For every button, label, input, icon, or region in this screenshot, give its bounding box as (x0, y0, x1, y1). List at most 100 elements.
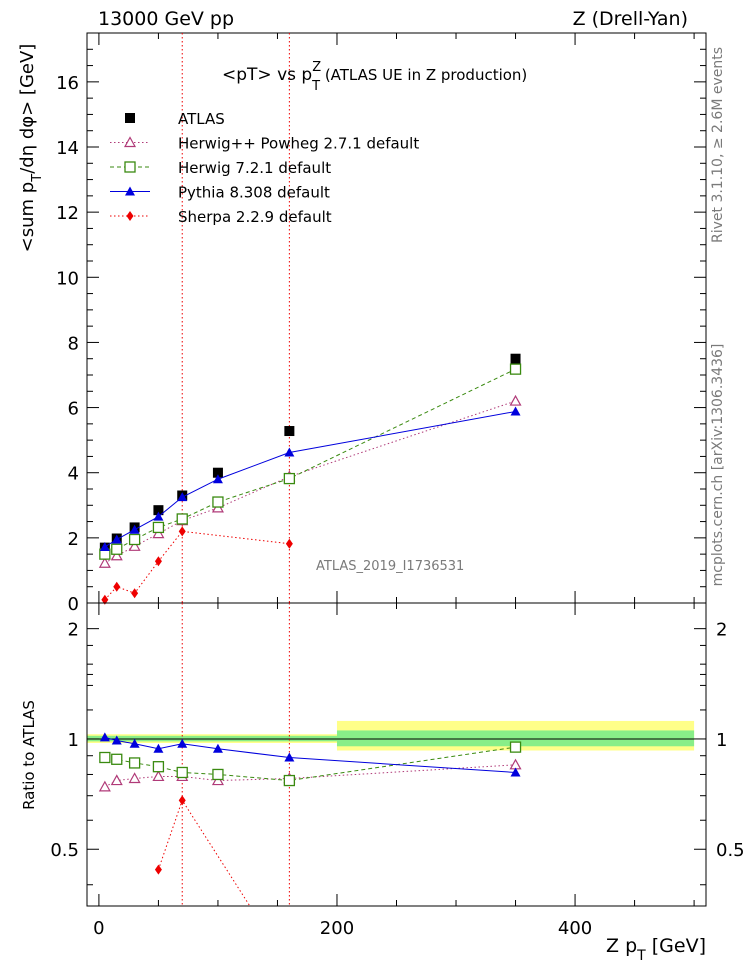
header-left: 13000 GeV pp (98, 8, 234, 30)
data-point (128, 540, 141, 551)
data-point (510, 406, 521, 416)
xtick-label: 200 (320, 918, 354, 939)
data-point (111, 543, 123, 555)
data-point (152, 521, 165, 534)
data-point (153, 505, 164, 516)
legend-label: Herwig++ Powheg 2.7.1 default (178, 135, 419, 153)
main-ytick-label: 4 (68, 464, 79, 485)
title-sup: Z (312, 60, 321, 75)
data-point (509, 363, 522, 375)
ratio-data-point (152, 770, 165, 782)
rivet-label: Rivet 3.1.10, ≥ 2.6M events (710, 47, 726, 243)
series-line (104, 410, 516, 548)
data-point (152, 527, 165, 539)
series-line (104, 368, 516, 555)
ratio-frame (86, 602, 707, 907)
data-point (128, 533, 141, 546)
series-line (104, 400, 516, 564)
data-point (99, 541, 110, 551)
ratio-data-point (212, 743, 223, 753)
legend-label: Sherpa 2.2.9 default (178, 208, 332, 226)
xlabel-sub: T (636, 948, 646, 964)
main-ytick-label: 6 (68, 399, 79, 420)
analysis-watermark: ATLAS_2019_I1736531 (316, 559, 464, 574)
data-point (113, 581, 121, 592)
ratio-data-point (178, 795, 186, 806)
xlabel-a: Z p (606, 935, 637, 957)
ratio-axes: 0.5 0.5 1 1 2 2 0 200 400 (50, 603, 745, 939)
ratio-ytick-label-right: 2 (716, 620, 727, 641)
main-vlines (181, 33, 290, 603)
ratio-data-point (176, 766, 188, 779)
ratio-band-inner (336, 730, 695, 747)
ratio-data-point (128, 772, 141, 784)
ratio-data-point (111, 753, 123, 765)
ratio-data-point (99, 732, 110, 742)
data-point (509, 394, 522, 406)
data-point (283, 472, 296, 485)
ratio-series-3 (154, 795, 251, 906)
title-sub: T (311, 79, 320, 94)
data-point (98, 557, 111, 568)
main-ytick-label: 14 (56, 138, 79, 159)
legend-label: ATLAS (178, 110, 225, 128)
data-point (510, 353, 521, 364)
data-point (129, 524, 140, 534)
main-axes: 0 2 4 6 8 10 12 14 16 (56, 32, 706, 615)
data-point (111, 534, 122, 544)
ratio-series-2 (99, 732, 521, 777)
legend-marker (126, 211, 134, 221)
ratio-bands (87, 720, 695, 751)
legend-marker (125, 186, 135, 196)
xtick-label: 400 (558, 918, 592, 939)
ratio-series-1 (99, 741, 522, 787)
ratio-data-point (152, 761, 165, 773)
data-point (101, 594, 109, 605)
data-point (153, 511, 164, 521)
xlabel-b: [GeV] (646, 935, 706, 957)
legend: ATLAS Herwig++ Powheg 2.7.1 default Herwig… (110, 110, 419, 226)
ratio-ytick-label-right: 1 (716, 730, 727, 751)
main-ytick-label: 12 (56, 203, 79, 224)
legend-label: Pythia 8.308 default (178, 184, 330, 202)
xtick-label: 0 (93, 918, 104, 939)
ratio-series-line (157, 799, 251, 906)
ratio-data-point (110, 774, 123, 786)
data-point (212, 496, 224, 508)
data-point (285, 538, 293, 549)
ratio-data-point (284, 752, 295, 762)
ratio-vlines (181, 603, 290, 906)
legend-marker (123, 136, 137, 148)
ratio-data-point (177, 738, 188, 748)
main-ytick-label: 8 (68, 333, 79, 354)
ylabel-a: <sum p (17, 182, 38, 253)
ratio-ytick-label-right: 0.5 (716, 840, 745, 861)
title-b: (ATLAS UE in Z production) (320, 66, 527, 84)
ratio-data-point (128, 757, 141, 769)
data-point (212, 474, 223, 484)
series-4 (101, 526, 293, 605)
series-2 (99, 363, 522, 560)
data-point (284, 426, 295, 437)
main-ytick-label: 0 (68, 594, 79, 615)
series-line (104, 530, 290, 601)
ratio-ylabel: Ratio to ATLAS (20, 700, 38, 810)
series-3 (99, 406, 521, 551)
data-point (176, 513, 188, 525)
ratio-ytick-label: 0.5 (50, 840, 79, 861)
ratio-series-line (104, 746, 516, 782)
data-point (212, 467, 223, 478)
main-ytick-label: 2 (68, 529, 79, 550)
ratio-series (98, 732, 522, 906)
ratio-data-point (98, 780, 111, 792)
ratio-data-point (111, 735, 122, 745)
legend-marker (124, 161, 136, 173)
header-right: Z (Drell-Yan) (573, 8, 688, 30)
main-ytick-label: 16 (56, 73, 79, 94)
main-title: <pT> vs pZ T (ATLAS UE in Z production) (222, 60, 527, 94)
ratio-data-point (509, 741, 522, 753)
data-point (154, 556, 162, 567)
main-ylabel: <sum pT/dη dφ> [GeV] (17, 44, 45, 253)
ratio-data-point (212, 768, 224, 781)
